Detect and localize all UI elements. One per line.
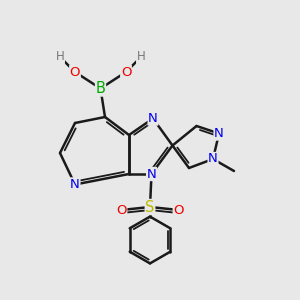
Text: N: N (147, 167, 156, 181)
Text: O: O (116, 203, 127, 217)
Text: S: S (145, 200, 155, 214)
Text: B: B (96, 81, 105, 96)
Text: N: N (214, 127, 224, 140)
Text: O: O (173, 203, 184, 217)
Text: O: O (70, 65, 80, 79)
Text: O: O (121, 65, 131, 79)
Text: N: N (148, 112, 158, 125)
Text: H: H (136, 50, 146, 64)
Text: H: H (56, 50, 64, 64)
Text: N: N (70, 178, 80, 191)
Text: N: N (208, 152, 218, 166)
